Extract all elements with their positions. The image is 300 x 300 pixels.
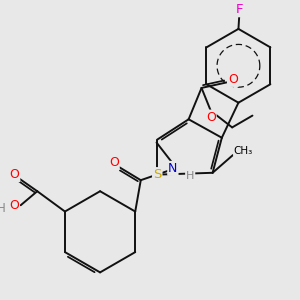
Text: F: F [236,3,244,16]
Text: H: H [186,172,194,182]
Text: O: O [206,111,216,124]
Text: H: H [0,202,6,215]
Text: N: N [168,162,178,175]
Text: S: S [153,168,161,181]
Text: CH₃: CH₃ [234,146,253,156]
Text: O: O [228,73,238,86]
Text: O: O [109,156,119,169]
Text: O: O [9,200,19,212]
Text: O: O [10,168,19,181]
